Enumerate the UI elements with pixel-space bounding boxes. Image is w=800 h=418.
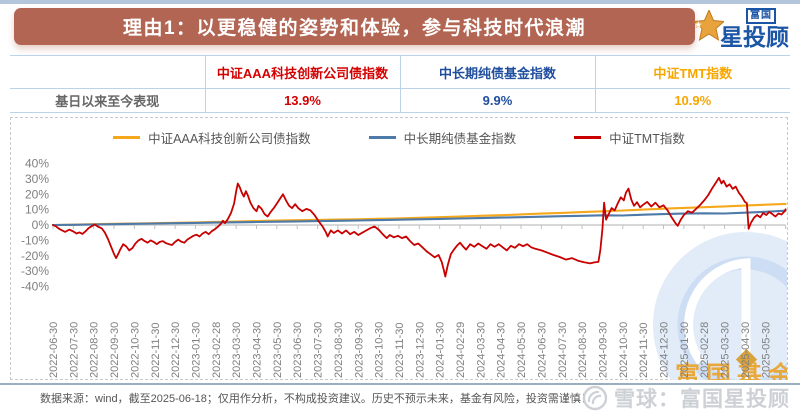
xueqiu-watermark: 雪球：富国星投顾 — [582, 383, 790, 413]
brand-logo-top-text: 富国 — [746, 8, 776, 24]
x-tick-label: 2024-10-30 — [618, 322, 630, 378]
x-tick-label: 2022-10-30 — [129, 322, 141, 378]
xueqiu-icon — [582, 385, 608, 411]
table-value-row: 基日以来至今表现 13.9% 9.9% 10.9% — [10, 88, 790, 113]
star-icon — [694, 10, 724, 42]
legend-item-0: 中证AAA科技创新公司债指数 — [113, 128, 311, 147]
value-aaa-bond: 13.9% — [204, 88, 400, 113]
x-tick-label: 2023-12-30 — [414, 322, 426, 378]
x-tick-label: 2022-09-30 — [109, 322, 121, 378]
x-tick-label: 2024-07-30 — [557, 322, 569, 378]
legend-item-2: 中证TMT指数 — [574, 128, 685, 147]
line-chart: 富国基金 40%30%20% 10%0%-10% -20%-30% -40% 2022-0… — [21, 157, 787, 380]
x-tick-label: 2024-12-30 — [659, 322, 671, 378]
x-tick-label: 2022-11-30 — [150, 323, 162, 378]
y-tick-label: 30% — [25, 172, 49, 186]
x-tick-label: 2023-11-30 — [394, 323, 406, 378]
legend-swatch — [113, 135, 141, 139]
x-tick-label: 2023-09-30 — [353, 322, 365, 378]
x-tick-label: 2024-09-30 — [597, 322, 609, 378]
brand-logo-main-text: 星投顾 — [720, 24, 789, 50]
y-tick-label: -10% — [21, 233, 49, 247]
xueqiu-watermark-text: 雪球：富国星投顾 — [614, 388, 790, 411]
fund-watermark-text: 富国基金 — [675, 361, 787, 380]
y-tick-label: 40% — [25, 157, 49, 171]
x-tick-label: 2022-07-30 — [68, 322, 80, 378]
index-name-aaa-bond: 中证AAA科技创新公司债指数 — [204, 55, 400, 89]
fund-watermark: 富国基金 — [653, 232, 787, 380]
y-tick-label: -30% — [21, 264, 49, 278]
page-title-text: 理由1：以更稳健的姿势和体验，参与科技时代浪潮 — [122, 18, 587, 39]
x-tick-label: 2024-03-30 — [475, 322, 487, 378]
series-line-1 — [51, 209, 787, 227]
performance-table: 中证AAA科技创新公司债指数 中长期纯债基金指数 中证TMT指数 基日以来至今表… — [10, 55, 790, 113]
chart-legend: 中证AAA科技创新公司债指数 中长期纯债基金指数 中证TMT指数 — [11, 122, 787, 152]
table-corner-cell — [10, 55, 205, 89]
y-tick-label: -20% — [21, 249, 49, 263]
x-tick-label: 2022-12-30 — [170, 322, 182, 378]
chart-panel: 中证AAA科技创新公司债指数 中长期纯债基金指数 中证TMT指数 富国基金 40% 30… — [10, 117, 788, 380]
page-title: 理由1：以更稳健的姿势和体验，参与科技时代浪潮 — [14, 8, 695, 45]
x-tick-label: 2024-08-30 — [577, 322, 589, 378]
x-tick-label: 2024-02-29 — [455, 322, 467, 378]
legend-label: 中长期纯债基金指数 — [403, 131, 517, 146]
x-tick-label: 2023-10-30 — [374, 322, 386, 378]
x-tick-label: 2023-07-30 — [313, 322, 325, 378]
value-tmt: 10.9% — [594, 88, 790, 113]
table-header-row: 中证AAA科技创新公司债指数 中长期纯债基金指数 中证TMT指数 — [10, 55, 790, 89]
x-tick-label: 2025-01-30 — [679, 322, 691, 378]
x-tick-label: 2023-05-30 — [272, 322, 284, 378]
legend-swatch — [368, 135, 396, 139]
legend-label: 中证AAA科技创新公司债指数 — [148, 131, 311, 146]
x-tick-label: 2024-06-30 — [536, 322, 548, 378]
x-tick-label: 2023-08-30 — [333, 322, 345, 378]
x-tick-label: 2023-02-28 — [211, 322, 223, 378]
x-tick-label: 2025-02-28 — [699, 322, 711, 378]
x-tick-label: 2025-05-30 — [760, 322, 772, 378]
x-tick-label: 2022-08-30 — [89, 322, 101, 378]
top-strip — [0, 0, 800, 4]
series-line-2 — [52, 176, 787, 278]
footer-divider — [0, 383, 800, 385]
row-label: 基日以来至今表现 — [10, 88, 205, 113]
y-tick-label: 20% — [25, 187, 49, 201]
x-tick-label: 2025-04-30 — [740, 322, 752, 378]
legend-swatch — [574, 135, 602, 139]
x-tick-label: 2024-04-30 — [496, 322, 508, 378]
x-tick-label: 2023-06-30 — [292, 322, 304, 378]
y-tick-label: 10% — [25, 203, 49, 217]
legend-item-1: 中长期纯债基金指数 — [368, 128, 517, 147]
y-tick-label: 0% — [32, 218, 50, 232]
brand-logo: 富国 星投顾 — [694, 4, 794, 50]
legend-label: 中证TMT指数 — [609, 131, 685, 146]
x-tick-label: 2025-03-30 — [720, 322, 732, 378]
x-tick-label: 2024-01-30 — [435, 322, 447, 378]
x-tick-label: 2023-01-30 — [190, 322, 202, 378]
value-pure-bond: 9.9% — [399, 88, 595, 113]
index-name-pure-bond: 中长期纯债基金指数 — [399, 55, 595, 89]
data-source-note: 数据来源：wind，截至2025-06-18；仅用作分析，不构成投资建议。历史不… — [40, 393, 592, 405]
x-tick-label: 2024-05-30 — [516, 322, 528, 378]
x-tick-label: 2022-06-30 — [48, 322, 60, 378]
index-name-tmt: 中证TMT指数 — [594, 55, 790, 89]
x-tick-label: 2023-04-30 — [252, 322, 264, 378]
x-tick-label: 2024-11-30 — [638, 323, 650, 378]
y-tick-label: -40% — [21, 280, 49, 294]
x-tick-label: 2023-03-30 — [231, 322, 243, 378]
